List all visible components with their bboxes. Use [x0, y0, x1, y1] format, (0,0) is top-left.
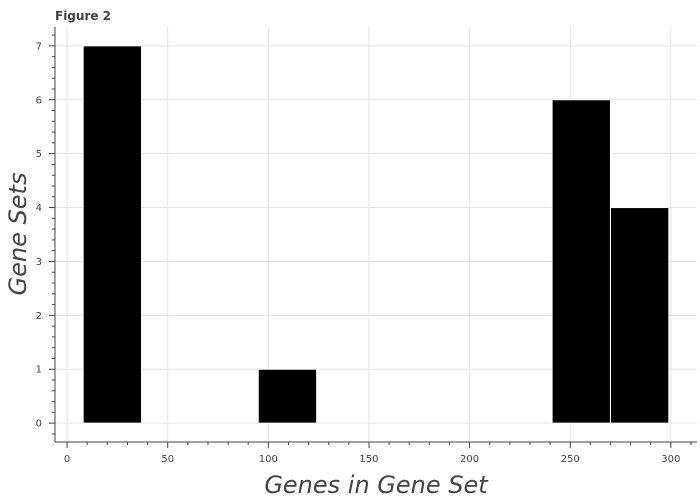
- x-tick-label: 50: [161, 454, 174, 465]
- chart-title: Figure 2: [55, 9, 111, 23]
- histogram-bar-1: [82, 45, 143, 424]
- y-tick-label: 6: [36, 95, 42, 106]
- x-tick-label: 200: [460, 454, 479, 465]
- y-tick-label: 1: [36, 365, 42, 376]
- y-tick-label: 7: [36, 41, 42, 52]
- y-tick-label: 4: [36, 203, 42, 214]
- y-tick-label: 5: [36, 149, 42, 160]
- histogram-bar-2: [257, 368, 318, 424]
- y-tick-label: 2: [36, 311, 42, 322]
- x-ticks: 0 50 100 150 200 250 300: [64, 442, 692, 465]
- y-axis-title: Gene Sets: [4, 173, 32, 296]
- histogram-bar-4: [609, 207, 670, 424]
- x-tick-label: 150: [359, 454, 378, 465]
- x-tick-label: 0: [64, 454, 70, 465]
- y-ticks: 0 1 2 3 4 5 6 7: [36, 34, 55, 435]
- x-tick-label: 300: [661, 454, 680, 465]
- x-axis-title: Genes in Gene Set: [264, 471, 489, 499]
- bars: [82, 45, 670, 424]
- x-tick-label: 250: [561, 454, 580, 465]
- histogram-bar-3: [551, 99, 611, 424]
- x-tick-label: 100: [259, 454, 278, 465]
- y-tick-label: 0: [36, 419, 42, 430]
- y-tick-label: 3: [36, 257, 42, 268]
